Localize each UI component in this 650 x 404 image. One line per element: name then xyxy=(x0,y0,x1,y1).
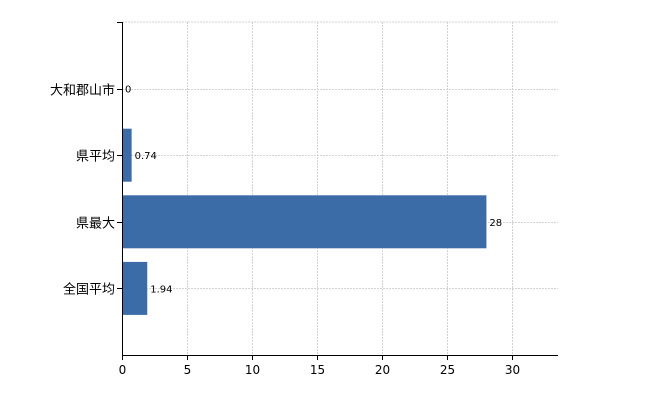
category-label: 大和郡山市 xyxy=(50,83,115,99)
data-label: 1.94 xyxy=(150,284,172,295)
grid-lines xyxy=(122,21,558,355)
bar xyxy=(122,128,132,182)
x-tick-label: 5 xyxy=(184,363,192,377)
data-label: 0.74 xyxy=(135,151,157,162)
category-label: 県平均 xyxy=(76,150,115,165)
x-tick-label: 10 xyxy=(245,363,260,377)
data-label: 0 xyxy=(125,85,131,96)
x-tick-label: 0 xyxy=(119,363,127,377)
axes xyxy=(117,22,558,360)
x-tick-label: 30 xyxy=(505,363,520,377)
category-label: 県最大 xyxy=(76,217,115,232)
x-tick-label: 25 xyxy=(440,363,455,377)
x-tick-label: 15 xyxy=(310,363,325,377)
bar xyxy=(122,195,487,249)
x-tick-label: 20 xyxy=(375,363,390,377)
bars xyxy=(122,128,487,315)
bar xyxy=(122,261,148,315)
category-label: 全国平均 xyxy=(63,282,115,298)
data-label: 28 xyxy=(489,218,502,229)
